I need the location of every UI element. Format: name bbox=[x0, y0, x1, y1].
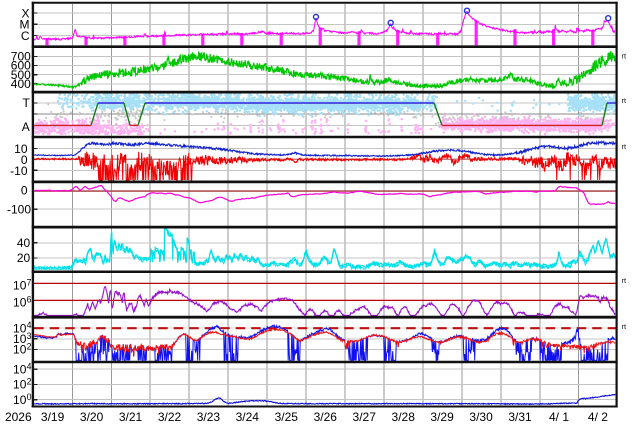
svg-text:500: 500 bbox=[11, 68, 31, 82]
svg-text:M: M bbox=[20, 18, 30, 32]
svg-text:0: 0 bbox=[21, 184, 28, 198]
svg-text:-10: -10 bbox=[10, 164, 28, 178]
svg-text:7: 7 bbox=[27, 278, 32, 288]
svg-text:3/25: 3/25 bbox=[275, 410, 299, 424]
svg-text:C: C bbox=[21, 29, 30, 43]
svg-text:rt: rt bbox=[622, 276, 627, 285]
svg-text:10: 10 bbox=[13, 332, 27, 346]
svg-text:rt: rt bbox=[622, 96, 627, 105]
svg-text:600: 600 bbox=[11, 59, 31, 73]
svg-text:10: 10 bbox=[13, 279, 27, 293]
svg-text:40: 40 bbox=[17, 236, 31, 250]
svg-text:4: 4 bbox=[27, 361, 32, 371]
svg-text:3/21: 3/21 bbox=[119, 410, 143, 424]
svg-text:3/19: 3/19 bbox=[41, 410, 65, 424]
svg-text:400: 400 bbox=[11, 77, 31, 91]
svg-text:10: 10 bbox=[13, 378, 27, 392]
svg-text:3/31: 3/31 bbox=[508, 410, 532, 424]
svg-text:0: 0 bbox=[27, 392, 32, 402]
svg-text:0: 0 bbox=[21, 153, 28, 167]
svg-text:X: X bbox=[21, 6, 29, 20]
svg-text:2: 2 bbox=[27, 341, 32, 351]
svg-text:3/22: 3/22 bbox=[158, 410, 182, 424]
svg-text:rt: rt bbox=[622, 52, 627, 61]
svg-text:2026: 2026 bbox=[5, 410, 32, 424]
svg-text:rt: rt bbox=[622, 322, 627, 331]
svg-text:700: 700 bbox=[11, 50, 31, 64]
svg-text:rt: rt bbox=[622, 142, 627, 151]
svg-text:20: 20 bbox=[17, 251, 31, 265]
svg-text:10: 10 bbox=[13, 343, 27, 357]
svg-text:3: 3 bbox=[27, 331, 32, 341]
svg-text:3/26: 3/26 bbox=[314, 410, 338, 424]
svg-text:3/20: 3/20 bbox=[80, 410, 104, 424]
svg-text:3/24: 3/24 bbox=[236, 410, 260, 424]
svg-text:4/ 2: 4/ 2 bbox=[588, 410, 608, 424]
svg-text:3/28: 3/28 bbox=[392, 410, 416, 424]
svg-text:10: 10 bbox=[13, 362, 27, 376]
svg-text:4: 4 bbox=[27, 320, 32, 330]
svg-text:2: 2 bbox=[27, 377, 32, 387]
svg-text:3/30: 3/30 bbox=[469, 410, 493, 424]
svg-text:10: 10 bbox=[13, 393, 27, 407]
svg-text:-100: -100 bbox=[7, 203, 31, 217]
svg-text:T: T bbox=[22, 96, 30, 110]
svg-text:3/27: 3/27 bbox=[353, 410, 377, 424]
svg-text:6: 6 bbox=[27, 295, 32, 305]
svg-text:4/ 1: 4/ 1 bbox=[549, 410, 569, 424]
svg-text:10: 10 bbox=[13, 321, 27, 335]
svg-text:10: 10 bbox=[13, 296, 27, 310]
svg-text:3/29: 3/29 bbox=[430, 410, 454, 424]
svg-text:3/23: 3/23 bbox=[197, 410, 221, 424]
svg-text:A: A bbox=[22, 120, 30, 134]
svg-text:10: 10 bbox=[14, 142, 28, 156]
